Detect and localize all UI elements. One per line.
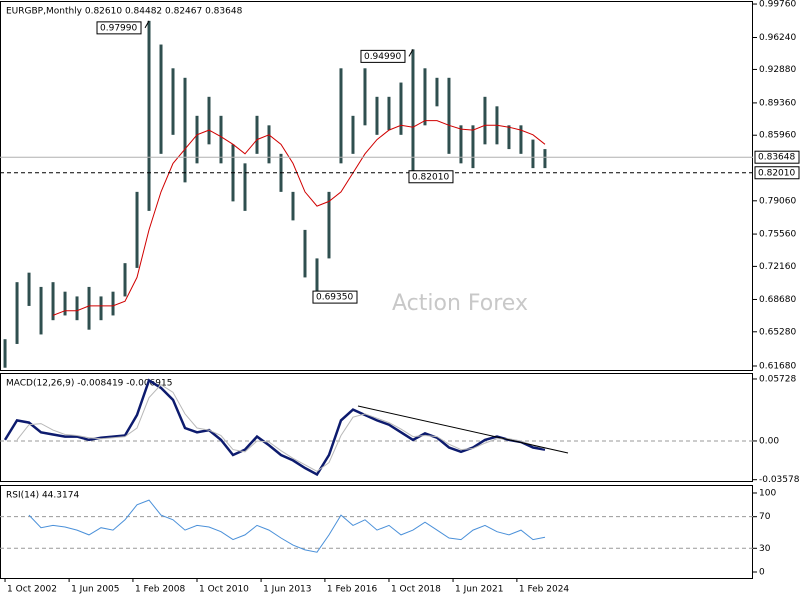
annotation-label: 0.69350 [316, 293, 353, 303]
price-bar [483, 96, 487, 145]
annotation-box [312, 290, 358, 304]
price-bar [255, 115, 259, 154]
y-tick-label: 0.68680 [759, 295, 796, 305]
x-tick-label: 1 Feb 2024 [519, 585, 570, 595]
price-bar [507, 125, 511, 150]
price-bar [531, 139, 535, 169]
panel-title: RSI(14) 44.3174 [6, 491, 79, 501]
price-bar [327, 191, 331, 259]
panel-title: EURGBP,Monthly 0.82610 0.84482 0.82467 0… [6, 7, 243, 17]
y-tick-label: 0.79060 [759, 196, 796, 206]
price-bar [3, 339, 7, 368]
x-tick-label: 1 Feb 2016 [327, 585, 378, 595]
annotation-box [408, 170, 454, 184]
y-tick-label: 100 [759, 488, 776, 498]
price-bar [543, 149, 547, 169]
x-tick-label: 1 Jun 2013 [263, 585, 311, 595]
y-tick-label: 0.72160 [759, 262, 796, 272]
panel-frame [0, 1, 753, 371]
price-label-box [754, 150, 800, 164]
annotation-label: 0.94990 [364, 52, 401, 62]
price-bar [447, 77, 451, 154]
price-bar [15, 282, 19, 344]
y-tick-label: 0.96240 [759, 33, 796, 43]
price-bar [183, 77, 187, 183]
price-bar [375, 96, 379, 135]
y-tick-label: 0.85960 [759, 131, 796, 141]
watermark: Action Forex [392, 291, 528, 316]
y-tick-label: 0.61680 [759, 362, 796, 372]
price-bar [411, 49, 415, 173]
price-bar [99, 296, 103, 321]
y-tick-label: 0.92880 [759, 65, 796, 75]
price-bar [519, 125, 523, 154]
price-bar [39, 286, 43, 335]
annotation-box [96, 21, 142, 35]
x-tick-label: 1 Feb 2008 [135, 585, 186, 595]
annotation-label: 0.82010 [412, 172, 449, 182]
x-tick-label: 1 Jun 2021 [455, 585, 503, 595]
price-bar [339, 68, 343, 164]
price-bar [423, 68, 427, 126]
y-tick-label: 0.00 [759, 436, 779, 446]
price-bar [51, 282, 55, 321]
series-line [28, 499, 546, 553]
price-bar [267, 125, 271, 164]
y-tick-label: 0.05728 [759, 374, 796, 384]
x-tick-label: 1 Oct 2010 [199, 585, 249, 595]
price-bar [123, 263, 127, 297]
price-bar [459, 125, 463, 164]
moving-average [52, 120, 546, 316]
annotation-label: 0.97990 [100, 23, 137, 33]
y-tick-label: -0.035783 [759, 475, 800, 485]
x-tick-label: 1 Oct 2002 [7, 585, 57, 595]
y-tick-label: 30 [759, 544, 771, 554]
price-bar [159, 44, 163, 154]
price-bar [207, 96, 211, 145]
y-tick-label: 70 [759, 512, 771, 522]
price-bar [195, 115, 199, 164]
trend-line [357, 405, 569, 454]
price-label: 0.82010 [758, 168, 795, 178]
price-bar [291, 191, 295, 221]
price-bar [63, 291, 67, 316]
price-bar [315, 258, 319, 294]
price-bar [147, 20, 151, 211]
series-line [16, 384, 546, 472]
price-bar [219, 115, 223, 164]
annotation-leader [144, 20, 150, 29]
price-bar [363, 68, 367, 126]
price-bar [75, 296, 79, 321]
price-bar [243, 163, 247, 211]
price-bar [303, 229, 307, 278]
series-line [3, 378, 546, 477]
y-tick-label: 0.89360 [759, 98, 796, 108]
annotation-box [360, 49, 406, 63]
price-bar [135, 191, 139, 268]
price-bar [87, 286, 91, 330]
price-bar [387, 96, 391, 131]
panel-frame [0, 485, 753, 579]
panel-frame [0, 373, 753, 482]
y-tick-label: 0.65280 [759, 327, 796, 337]
price-bar [111, 291, 115, 316]
price-bar [351, 115, 355, 154]
price-label-box [754, 166, 800, 180]
panel-title: MACD(12,26,9) -0.008419 -0.006915 [6, 379, 172, 389]
x-tick-label: 1 Jun 2005 [71, 585, 119, 595]
price-bar [399, 82, 403, 135]
x-tick-label: 1 Oct 2018 [391, 585, 441, 595]
price-label: 0.83648 [758, 153, 795, 163]
y-tick-label: 0.99760 [759, 0, 796, 10]
price-bar [471, 125, 475, 169]
y-tick-label: 0.75560 [759, 230, 796, 240]
annotation-leader [408, 49, 414, 57]
y-tick-label: 0 [759, 567, 765, 577]
price-bar [435, 77, 439, 107]
price-bar [171, 68, 175, 135]
price-bar [27, 272, 31, 306]
